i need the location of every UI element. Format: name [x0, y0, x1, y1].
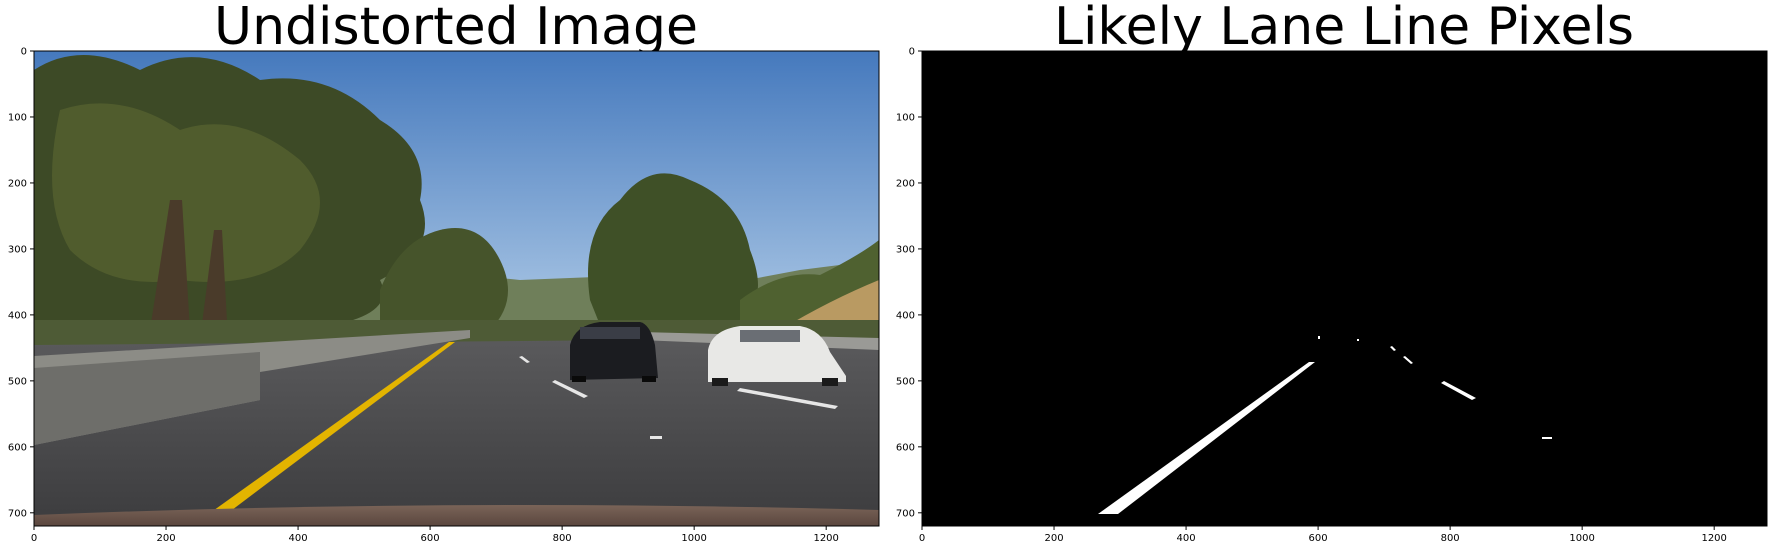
x-tick-label: 400 — [1177, 533, 1196, 544]
y-tick-label: 500 — [8, 376, 27, 387]
y-tick-label: 300 — [896, 244, 915, 255]
panel-undistorted: Undistorted Image — [8, 0, 880, 545]
y-tick-label: 0 — [21, 47, 27, 58]
y-tick-label: 700 — [8, 508, 27, 519]
x-tick-label: 0 — [919, 533, 925, 544]
x-tick-label: 800 — [553, 533, 572, 544]
x-tick-label: 200 — [1044, 533, 1063, 544]
y-tick-label: 100 — [896, 112, 915, 123]
black-car — [570, 322, 658, 382]
x-tick-label: 600 — [1309, 533, 1328, 544]
y-tick-label: 200 — [896, 178, 915, 189]
x-tick-label: 200 — [156, 533, 175, 544]
axes-frame-right — [921, 50, 1768, 527]
y-tick-label: 400 — [896, 310, 915, 321]
y-tick-label: 200 — [8, 178, 27, 189]
panel-lane-pixels: Likely Lane Line Pixels 0 200 400 600 800 100… — [896, 0, 1768, 545]
x-tick-label: 400 — [289, 533, 308, 544]
y-tick-label: 0 — [909, 47, 915, 58]
binary-mask — [922, 51, 1767, 526]
axis-ticks-left: 0 200 400 600 800 1000 1200 0 100 200 300 400 500 600… — [8, 47, 839, 545]
road-photo — [34, 51, 879, 526]
x-tick-label: 1200 — [1701, 533, 1726, 544]
y-tick-label: 700 — [896, 508, 915, 519]
x-tick-label: 600 — [421, 533, 440, 544]
x-tick-label: 0 — [31, 533, 37, 544]
axes-frame-left — [33, 50, 880, 527]
x-tick-label: 800 — [1441, 533, 1460, 544]
y-tick-label: 600 — [896, 442, 915, 453]
y-tick-label: 600 — [8, 442, 27, 453]
y-tick-label: 300 — [8, 244, 27, 255]
y-tick-label: 500 — [896, 376, 915, 387]
x-tick-label: 1200 — [813, 533, 838, 544]
panel-title-right: Likely Lane Line Pixels — [1054, 0, 1634, 57]
x-tick-label: 1000 — [681, 533, 706, 544]
x-tick-label: 1000 — [1569, 533, 1594, 544]
y-tick-label: 100 — [8, 112, 27, 123]
left-lane-pixels — [1098, 362, 1315, 514]
y-tick-label: 400 — [8, 310, 27, 321]
right-lane-pixels — [1441, 381, 1476, 400]
axis-ticks-right: 0 200 400 600 800 1000 1200 0 100 200 300 400 500 600… — [896, 47, 1727, 545]
panel-title-left: Undistorted Image — [214, 0, 698, 57]
white-car — [708, 326, 846, 386]
